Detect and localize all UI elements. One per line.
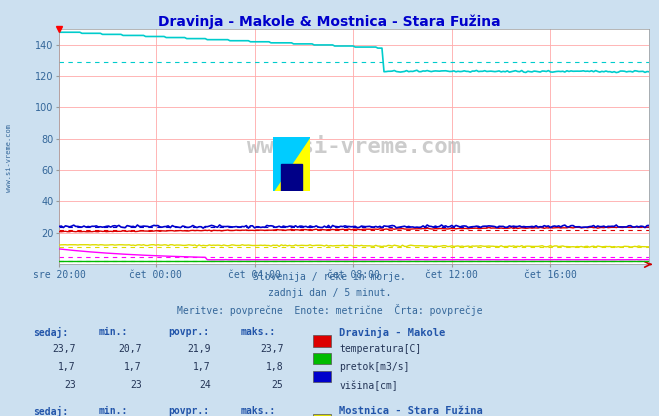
Text: sedaj:: sedaj: <box>33 406 68 416</box>
Text: 23,7: 23,7 <box>260 344 283 354</box>
Text: Mostnica - Stara Fužina: Mostnica - Stara Fužina <box>339 406 483 416</box>
Text: 1,7: 1,7 <box>124 362 142 372</box>
Text: temperatura[C]: temperatura[C] <box>339 344 422 354</box>
Text: višina[cm]: višina[cm] <box>339 380 398 391</box>
Text: sedaj:: sedaj: <box>33 327 68 338</box>
Bar <box>281 164 302 191</box>
Text: povpr.:: povpr.: <box>168 327 209 337</box>
Text: Dravinja - Makole & Mostnica - Stara Fužina: Dravinja - Makole & Mostnica - Stara Fuž… <box>158 15 501 29</box>
Text: 1,7: 1,7 <box>58 362 76 372</box>
Text: Dravinja - Makole: Dravinja - Makole <box>339 327 445 338</box>
Text: 1,7: 1,7 <box>193 362 211 372</box>
Text: Slovenija / reke in morje.: Slovenija / reke in morje. <box>253 272 406 282</box>
Text: 20,7: 20,7 <box>118 344 142 354</box>
Text: Meritve: povprečne  Enote: metrične  Črta: povprečje: Meritve: povprečne Enote: metrične Črta:… <box>177 304 482 316</box>
Text: 21,9: 21,9 <box>187 344 211 354</box>
Text: min.:: min.: <box>99 327 129 337</box>
Text: zadnji dan / 5 minut.: zadnji dan / 5 minut. <box>268 288 391 298</box>
Text: 24: 24 <box>199 380 211 390</box>
Text: povpr.:: povpr.: <box>168 406 209 416</box>
Text: maks.:: maks.: <box>241 327 275 337</box>
Polygon shape <box>273 137 310 191</box>
Text: 23,7: 23,7 <box>52 344 76 354</box>
Text: 1,8: 1,8 <box>266 362 283 372</box>
Text: 25: 25 <box>272 380 283 390</box>
Polygon shape <box>273 137 310 191</box>
Text: 23: 23 <box>130 380 142 390</box>
Text: pretok[m3/s]: pretok[m3/s] <box>339 362 410 372</box>
Text: maks.:: maks.: <box>241 406 275 416</box>
Text: www.si-vreme.com: www.si-vreme.com <box>247 136 461 157</box>
Text: min.:: min.: <box>99 406 129 416</box>
Text: www.si-vreme.com: www.si-vreme.com <box>5 124 12 192</box>
Text: 23: 23 <box>64 380 76 390</box>
